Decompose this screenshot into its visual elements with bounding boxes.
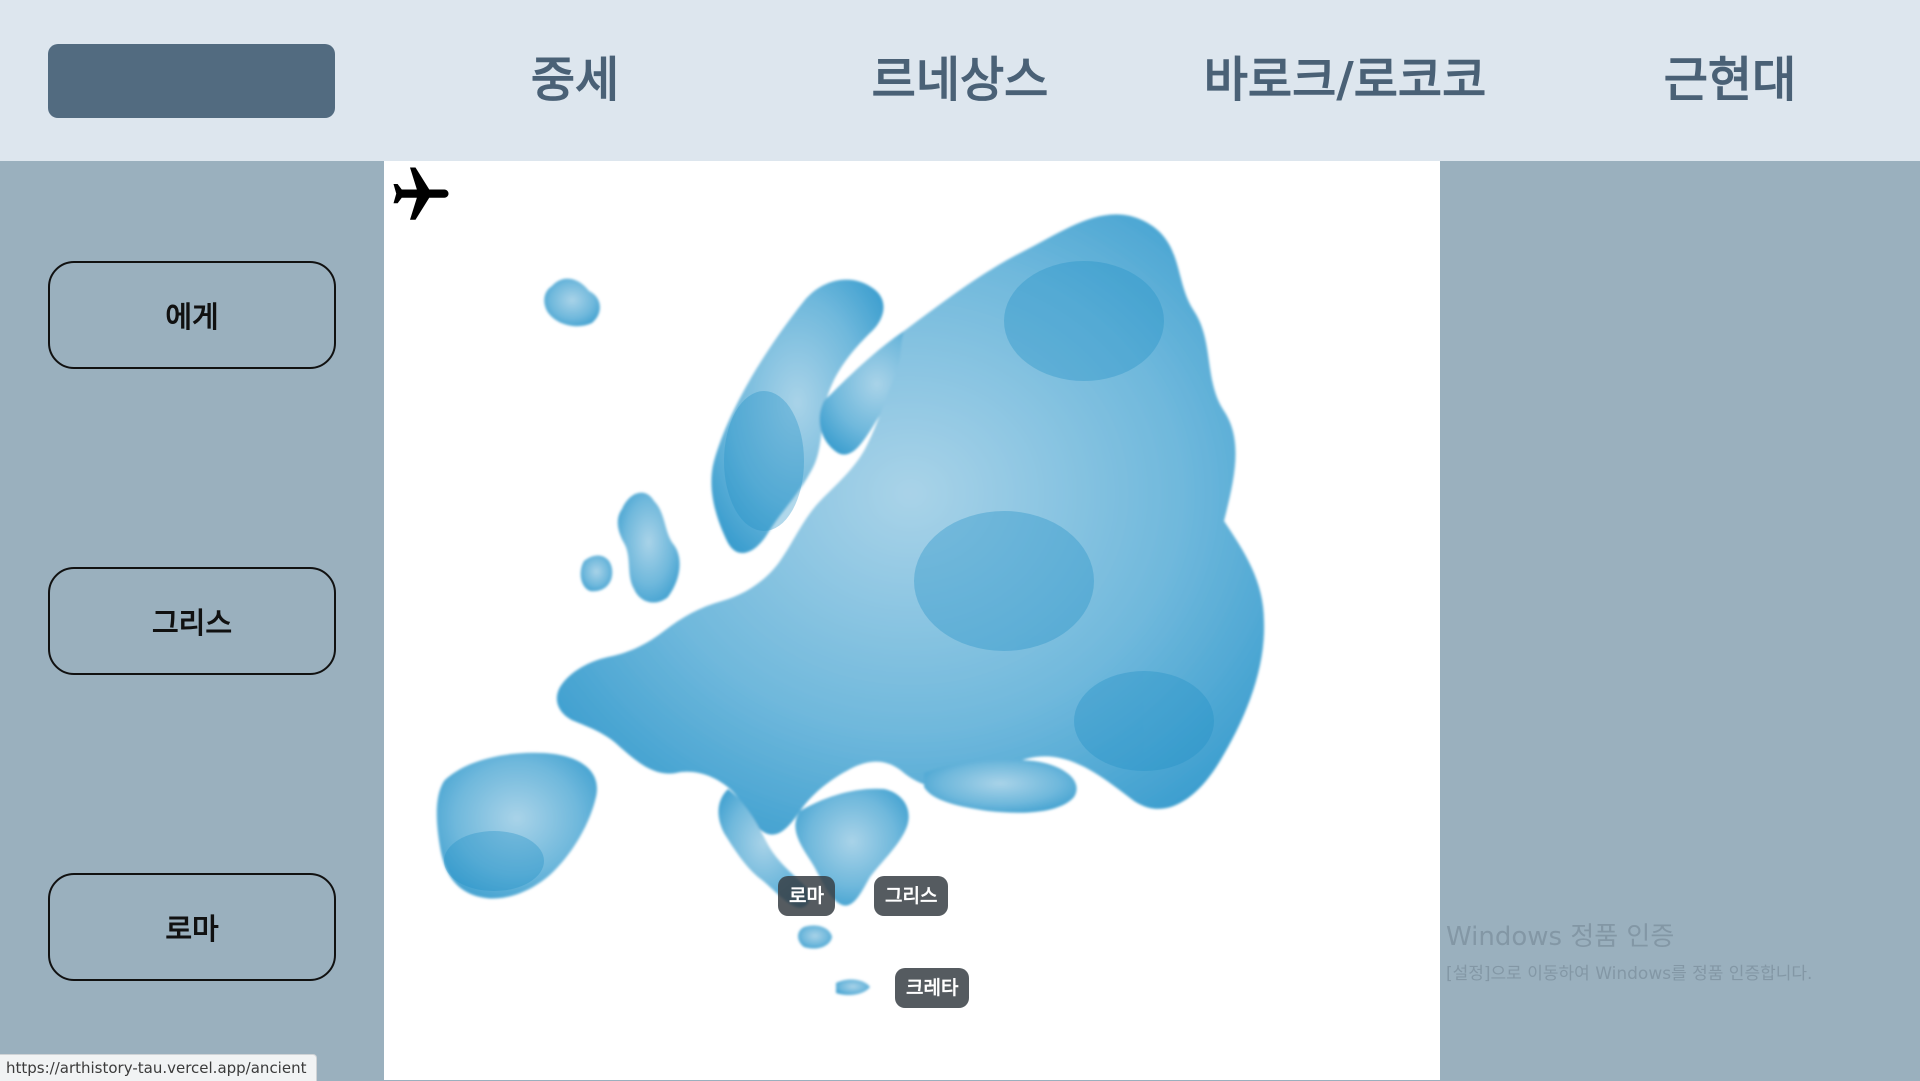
nav-tab-renaissance[interactable]: 르네상스 — [871, 52, 1049, 108]
europe-map-panel: 로마 그리스 크레타 — [384, 161, 1440, 1080]
map-pin-crete[interactable]: 크레타 — [895, 968, 970, 1008]
sidebar-item-aegean[interactable]: 에게 — [48, 261, 336, 369]
europe-map — [436, 214, 1265, 995]
nav-tab-medieval[interactable]: 중세 — [530, 52, 620, 108]
top-navigation: 중세 르네상스 바로크/로코코 근현대 — [0, 0, 1920, 161]
status-url: https://arthistory-tau.vercel.app/ancien… — [0, 1054, 318, 1081]
watercolor-texture — [444, 261, 1214, 891]
nav-tab-baroque-rococo[interactable]: 바로크/로코코 — [1203, 52, 1487, 108]
watermark-title: Windows 정품 인증 — [1446, 922, 1675, 952]
windows-activation-watermark: Windows 정품 인증 [설정]으로 이동하여 Windows를 정품 인증… — [1446, 916, 1812, 984]
sidebar-item-rome[interactable]: 로마 — [48, 873, 336, 981]
sidebar-item-greece[interactable]: 그리스 — [48, 567, 336, 675]
watermark-subtitle: [설정]으로 이동하여 Windows를 정품 인증합니다. — [1446, 964, 1813, 984]
map-pin-rome[interactable]: 로마 — [778, 876, 835, 916]
nav-tab-modern[interactable]: 근현대 — [1663, 52, 1797, 108]
nav-tab-ancient[interactable] — [48, 44, 335, 118]
map-pin-greece[interactable]: 그리스 — [874, 876, 949, 916]
airplane-icon[interactable] — [386, 162, 456, 228]
